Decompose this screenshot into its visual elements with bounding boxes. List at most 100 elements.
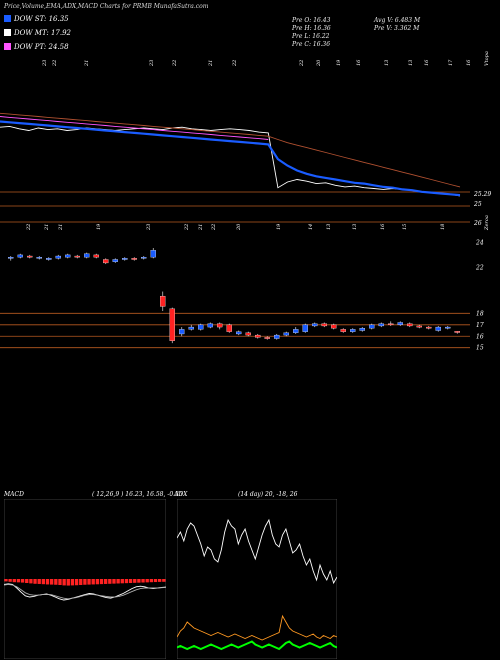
macd-signal-line: [4, 583, 166, 600]
adx-title: ADX: [174, 491, 188, 498]
volume-label-bottom: 21: [198, 224, 204, 231]
candle-body: [169, 308, 175, 341]
volume-label-top: 13: [408, 60, 414, 66]
candle-body: [302, 324, 308, 332]
candle-body: [216, 323, 223, 328]
volume-label-top: 22: [52, 60, 58, 67]
volume-label-top: Vtopa: [484, 51, 490, 66]
candle-body: [207, 323, 213, 328]
adx-series-line: [177, 640, 337, 651]
dow-mt-label: DOW MT: 17.92: [14, 29, 71, 37]
adx-frame: [177, 499, 337, 659]
volume-label-bottom: 21: [58, 224, 64, 231]
legend-dow-pt: DOW PT: 24.58: [4, 43, 69, 51]
macd-hist-bar: [20, 579, 25, 583]
candle-body: [36, 257, 43, 259]
price-y-label: 22: [475, 265, 484, 272]
chart-title: Price,Volume,EMA,ADX,MACD Charts for PRM…: [4, 3, 209, 10]
candle-body: [444, 326, 451, 329]
volume-label-top: 16: [466, 59, 472, 66]
adx-series-line: [177, 518, 337, 585]
price-y-label: 18: [476, 310, 484, 317]
macd-hist-bar: [25, 579, 29, 583]
macd-hist-bar: [141, 579, 145, 583]
dow-pt-swatch: [4, 43, 11, 50]
macd-hist-bar: [87, 579, 91, 585]
candle-body: [74, 255, 81, 258]
ema-series-line: [0, 120, 461, 197]
macd-hist-bar: [133, 579, 137, 583]
candle-body: [226, 324, 232, 332]
price-y-label: 17: [476, 322, 484, 329]
macd-hist-bar: [41, 579, 46, 585]
candle-body: [378, 323, 384, 327]
dow-mt-swatch: [4, 29, 11, 36]
candle-body: [17, 254, 23, 258]
price-panel: 24 22 18 17 16 15: [0, 240, 484, 352]
candle-body: [454, 331, 460, 333]
macd-hist-bar: [12, 579, 16, 583]
ema-y-label: 25.29: [473, 191, 491, 198]
candle-body: [26, 255, 33, 258]
volume-label-bottom: 14: [308, 224, 314, 230]
candle-body: [349, 329, 356, 332]
macd-hist-bar: [112, 579, 116, 584]
macd-hist-bar: [128, 579, 133, 583]
macd-hist-bar: [116, 579, 120, 584]
volume-label-top: 19: [336, 59, 342, 66]
volume-label-top: 23: [42, 60, 48, 67]
volume-label-bottom: 22: [184, 224, 190, 231]
macd-hist-bar: [16, 579, 21, 583]
volume-label-top: 21: [208, 60, 214, 67]
volume-label-top: 16: [424, 59, 430, 66]
candle-body: [425, 326, 432, 329]
candle-body: [112, 259, 119, 262]
adx-series-line: [177, 614, 337, 641]
macd-hist-bar: [120, 579, 124, 584]
macd-hist-bar: [153, 579, 158, 583]
candle-body: [397, 322, 403, 325]
volume-label-bottom: 15: [402, 224, 408, 230]
candle-body: [311, 323, 318, 327]
macd-hist-bar: [149, 579, 154, 583]
price-y-label: 16: [476, 333, 484, 340]
macd-line: [4, 583, 166, 601]
candle-body: [84, 253, 90, 258]
volume-label-top: 16: [356, 59, 362, 66]
volume-label-bottom: 23: [146, 224, 152, 231]
macd-hist-bar: [99, 579, 104, 585]
macd-hist-bar: [70, 579, 75, 586]
volume-label-top: 22: [299, 60, 305, 67]
stat-avg-volume: Avg V: 6.483 M: [374, 17, 421, 24]
legend-dow-mt: DOW MT: 17.92: [4, 29, 71, 37]
candle-body: [340, 329, 346, 332]
volume-label-bottom: 18: [440, 224, 446, 230]
stat-pre-volume: Pre V: 3.362 M: [374, 25, 420, 32]
macd-hist-bar: [137, 579, 141, 583]
volume-label-bottom: 22: [211, 224, 217, 231]
macd-title: MACD: [4, 491, 24, 498]
candle-body: [283, 332, 289, 336]
adx-plot: [177, 518, 337, 651]
ema-series-line: [0, 112, 461, 188]
candle-body: [359, 328, 365, 331]
macd-hist-bar: [29, 579, 33, 584]
macd-hist-bar: [108, 579, 112, 584]
ema-series-line: [0, 116, 269, 140]
ema-y-label: 25: [473, 201, 482, 208]
stat-pre-high: Pre H: 16.36: [292, 25, 331, 32]
candle-body: [406, 323, 413, 327]
candle-body: [321, 323, 327, 327]
volume-label-top: 21: [84, 60, 90, 67]
stat-pre-low: Pre L: 16.22: [292, 33, 330, 40]
candle-body: [103, 259, 109, 264]
candle-body: [140, 257, 147, 259]
volume-label-top: 13: [384, 60, 390, 66]
candle-body: [435, 326, 441, 331]
candle-body: [55, 255, 62, 259]
macd-hist-bar: [8, 579, 12, 582]
candle-body: [122, 258, 128, 260]
macd-hist-bar: [124, 579, 129, 584]
macd-hist-bar: [49, 579, 54, 585]
macd-chart: [4, 499, 166, 659]
